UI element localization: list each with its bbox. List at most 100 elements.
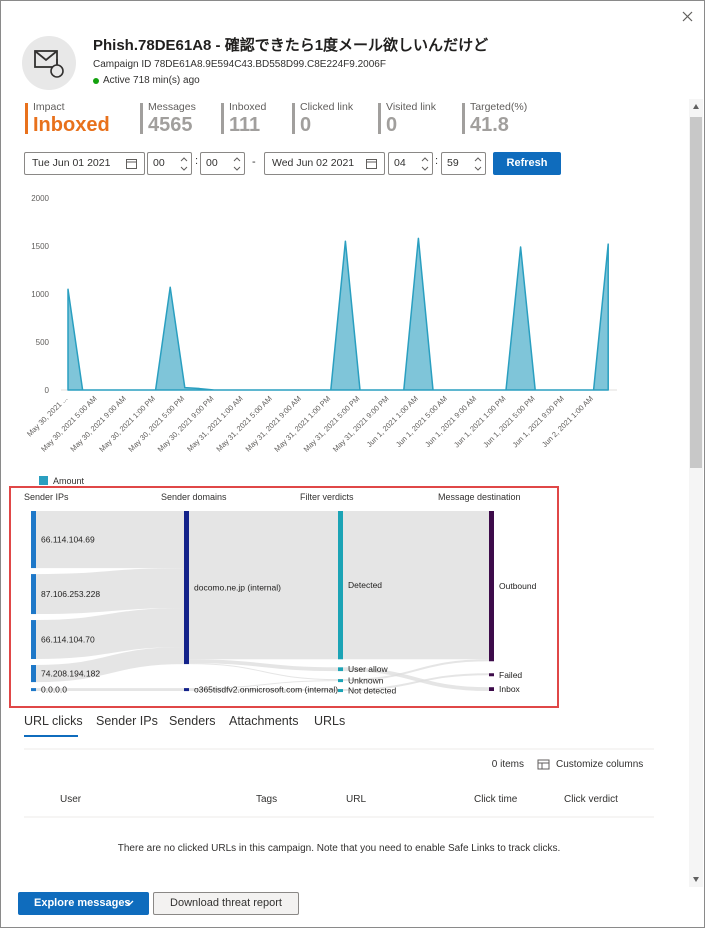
tab[interactable]: URLs (314, 714, 346, 728)
download-report-button[interactable]: Download threat report (153, 892, 299, 915)
explore-messages-button[interactable]: Explore messages (18, 892, 149, 915)
customize-columns[interactable]: Customize columns (556, 759, 644, 770)
node-label: Not detected (348, 686, 396, 696)
tab[interactable]: Sender IPs (96, 714, 158, 728)
start-date: Tue Jun 01 2021 (32, 157, 111, 169)
sankey-node (31, 688, 36, 692)
sankey-link (342, 673, 490, 691)
x-tick-label: May 30, 2021 9:00 PM (156, 394, 216, 454)
area (67, 237, 609, 391)
sankey-link (35, 568, 185, 615)
stat-label: Inboxed (229, 101, 267, 113)
y-tick-label: 500 (36, 338, 50, 347)
start-hour-spinner[interactable]: 00 (147, 152, 192, 175)
stat-bar (140, 103, 143, 134)
campaign-status: Active 718 min(s) ago (103, 75, 200, 86)
refresh-button[interactable]: Refresh (493, 152, 561, 175)
node-label: 66.114.104.70 (41, 635, 95, 645)
node-label: Failed (499, 670, 522, 680)
sankey-link (35, 608, 185, 660)
customize-icon (537, 759, 550, 770)
stat-label: Impact (33, 101, 65, 113)
y-tick-label: 1500 (31, 242, 49, 251)
highlight-frame (9, 486, 559, 708)
stat-bar (462, 103, 465, 134)
stat-label: Messages (148, 101, 196, 113)
end-hour-spinner[interactable]: 04 (388, 152, 433, 175)
node-label: Inbox (499, 684, 521, 694)
x-tick-label: May 31, 2021 9:00 AM (244, 394, 303, 453)
stat-label: Clicked link (300, 101, 354, 113)
stat-value: 0 (386, 114, 398, 136)
status-dot (93, 78, 99, 84)
button-label: Explore messages (34, 897, 131, 909)
x-tick-label: Jun 1, 2021 5:00 PM (481, 394, 536, 449)
end-minute-spinner[interactable]: 59 (441, 152, 486, 175)
legend-label: Amount (53, 476, 85, 486)
node-label: Detected (348, 580, 382, 590)
tab[interactable]: Attachments (229, 714, 299, 728)
spinner-arrows (180, 157, 188, 171)
legend-swatch (39, 476, 48, 485)
sankey-link (188, 680, 339, 690)
x-tick-label: Jun 1, 2021 1:00 AM (365, 394, 420, 449)
sankey-node (31, 511, 36, 569)
sankey-node (338, 689, 343, 693)
campaign-title: Phish.78DE61A8 - 確認できたら1度メール欲しいんだけど (93, 37, 489, 54)
stat-bar (221, 103, 224, 134)
x-tick-label: May 31, 2021 9:00 PM (331, 394, 391, 454)
tab[interactable]: URL clicks (24, 714, 83, 728)
chevron (124, 900, 134, 906)
tab[interactable]: Senders (169, 714, 216, 728)
end-date-picker[interactable]: Wed Jun 02 2021 (264, 152, 385, 175)
end-date: Wed Jun 02 2021 (272, 157, 355, 169)
x-tick-label: May 30, 2021 1:00 PM (97, 394, 157, 454)
column-title: Filter verdicts (300, 492, 354, 502)
column-header: Click verdict (564, 794, 618, 805)
calendar-icon (126, 159, 137, 169)
column-header: URL (346, 794, 367, 805)
node-label: Unknown (348, 676, 384, 686)
stat-label: Targeted(%) (470, 101, 528, 113)
stat-bar (378, 103, 381, 134)
x-tick-label: May 30, 2021 5:00 AM (39, 394, 98, 453)
x-tick-label: Jun 1, 2021 9:00 PM (511, 394, 566, 449)
x-tick-label: May 31, 2021 5:00 PM (302, 394, 362, 454)
stat-value: 41.8 (470, 114, 509, 136)
sankey-link (188, 663, 339, 681)
stat-value: 111 (229, 114, 261, 136)
y-tick-label: 2000 (31, 194, 49, 203)
sankey-link (342, 659, 490, 682)
stat-bar (292, 103, 295, 134)
x-tick-label: May 31, 2021 1:00 PM (272, 394, 332, 454)
node-label: 66.114.104.69 (41, 535, 95, 545)
stat-label: Visited link (386, 101, 436, 113)
sankey-node (184, 688, 189, 692)
sankey-node (489, 511, 494, 662)
close-button[interactable] (682, 11, 693, 22)
stat-bar (25, 103, 28, 134)
node-label: User allow (348, 664, 389, 674)
column-title: Sender IPs (24, 492, 69, 502)
scrollbar[interactable] (689, 99, 703, 887)
x-tick-label: May 30, 2021 9:00 AM (68, 394, 127, 453)
start-date-picker[interactable]: Tue Jun 01 2021 (24, 152, 145, 175)
x-tick-label: Jun 2, 2021 1:00 AM (540, 394, 595, 449)
node-label: 87.106.253.228 (41, 589, 100, 599)
campaign-icon (22, 36, 76, 90)
column-header: Click time (474, 794, 518, 805)
node-label: 0.0.0.0 (41, 685, 67, 695)
end-hour: 04 (394, 157, 406, 169)
x-tick-label: Jun 1, 2021 1:00 PM (452, 394, 507, 449)
campaign-id: Campaign ID 78DE61A8.9E594C43.BD558D99.C… (93, 59, 386, 70)
sankey-node (31, 574, 36, 615)
sankey-node (338, 679, 343, 683)
column-title: Sender domains (161, 492, 227, 502)
stat-value: 4565 (148, 114, 193, 136)
node-label: Outbound (499, 581, 537, 591)
sankey-node (338, 511, 343, 660)
y-tick-label: 0 (45, 386, 50, 395)
active-tab-indicator (24, 735, 78, 737)
start-minute-spinner[interactable]: 00 (200, 152, 245, 175)
